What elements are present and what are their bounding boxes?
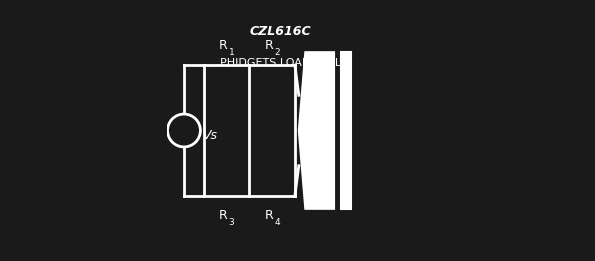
Text: −: − [317, 161, 327, 171]
Text: CZL616C: CZL616C [250, 25, 311, 38]
Text: ADC: ADC [309, 124, 336, 137]
Text: 3: 3 [228, 218, 234, 227]
Text: 4: 4 [274, 218, 280, 227]
Text: R: R [219, 39, 228, 52]
Polygon shape [299, 52, 334, 209]
Circle shape [168, 114, 201, 147]
Text: 1: 1 [228, 49, 234, 57]
Text: Vs: Vs [202, 129, 217, 142]
Text: V: V [308, 90, 315, 100]
Bar [340, 52, 351, 209]
Text: +: + [177, 120, 187, 130]
Text: IN: IN [312, 167, 320, 175]
Text: μCONTROLLER: μCONTROLLER [342, 96, 350, 165]
Text: +: + [317, 90, 327, 100]
Text: R: R [265, 39, 273, 52]
Text: R: R [219, 209, 228, 222]
Text: IN: IN [312, 96, 320, 105]
Text: PHIDGETS LOAD CELL: PHIDGETS LOAD CELL [220, 58, 341, 68]
Text: V: V [308, 161, 315, 171]
Text: 2: 2 [274, 49, 280, 57]
Text: R: R [265, 209, 273, 222]
